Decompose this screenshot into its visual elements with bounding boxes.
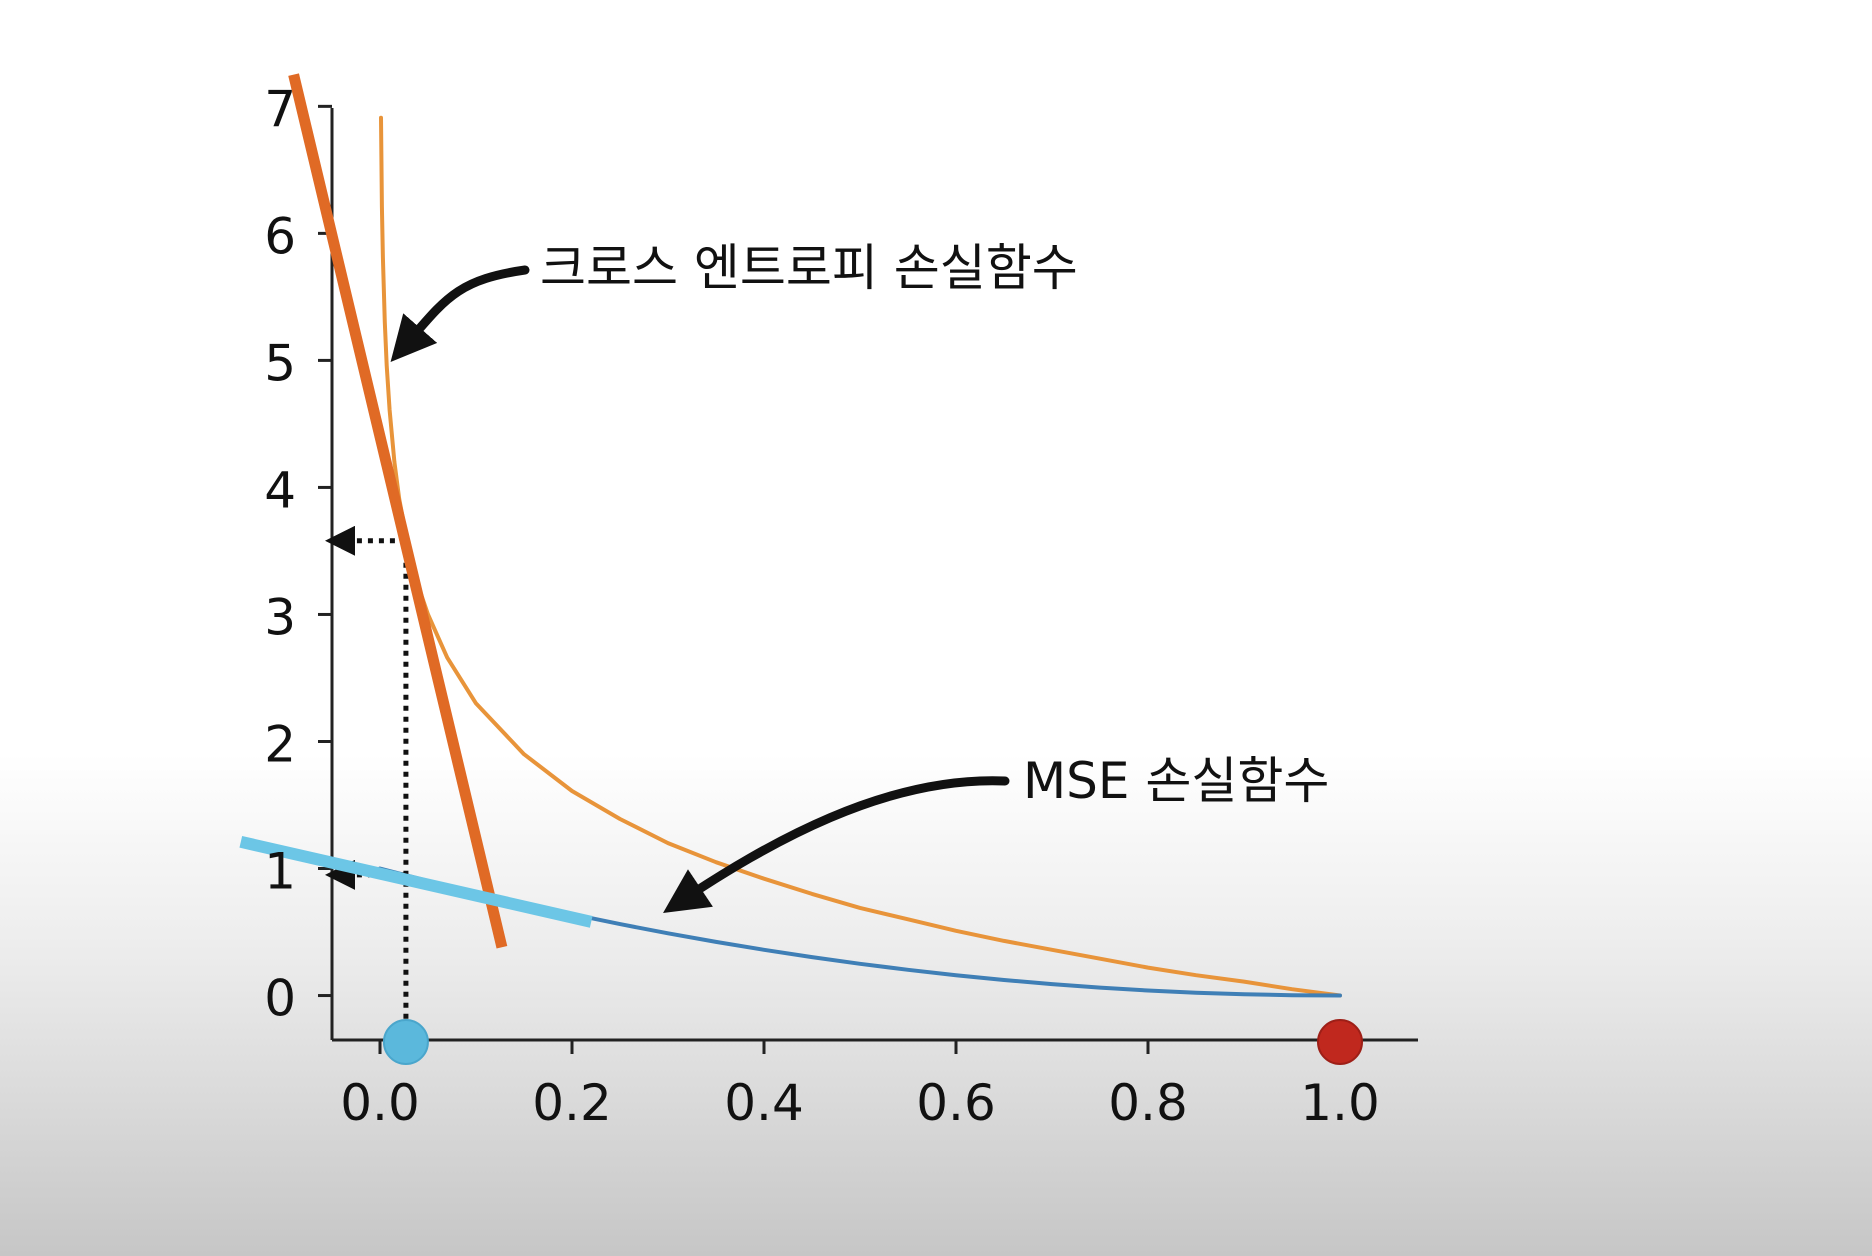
x-tick-label-3: 0.6	[916, 1074, 996, 1132]
y-tick-label-3: 3	[264, 588, 296, 646]
x-tick-label-0: 0.0	[340, 1074, 420, 1132]
x-tick-label-5: 1.0	[1300, 1074, 1380, 1132]
y-tick-label-5: 5	[264, 334, 296, 392]
mse-annotation-label: MSE 손실함수	[1023, 752, 1329, 810]
prediction-marker	[382, 1019, 429, 1065]
x-tick-label-4: 0.8	[1108, 1074, 1188, 1132]
y-tick-label-7: 7	[264, 80, 296, 138]
mse-annotation-arrow	[663, 776, 1010, 913]
cross-entropy-annotation-arrow	[390, 265, 530, 362]
y-tick-label-6: 6	[264, 207, 296, 265]
x-tick-label-2: 0.4	[724, 1074, 804, 1132]
y-tick-label-0: 0	[264, 970, 296, 1028]
x-tick-label-1: 0.2	[532, 1074, 612, 1132]
target-marker	[1317, 1019, 1363, 1065]
y-tick-label-2: 2	[264, 715, 296, 773]
y-tick-label-1: 1	[264, 843, 296, 901]
mse-tangent-line	[239, 835, 593, 928]
cross-entropy-annotation-label: 크로스 엔트로피 손실함수	[540, 239, 1078, 297]
cross-entropy-tangent-line	[288, 73, 508, 949]
y-tick-label-4: 4	[264, 461, 296, 519]
cross-entropy-curve	[379, 115, 1342, 998]
